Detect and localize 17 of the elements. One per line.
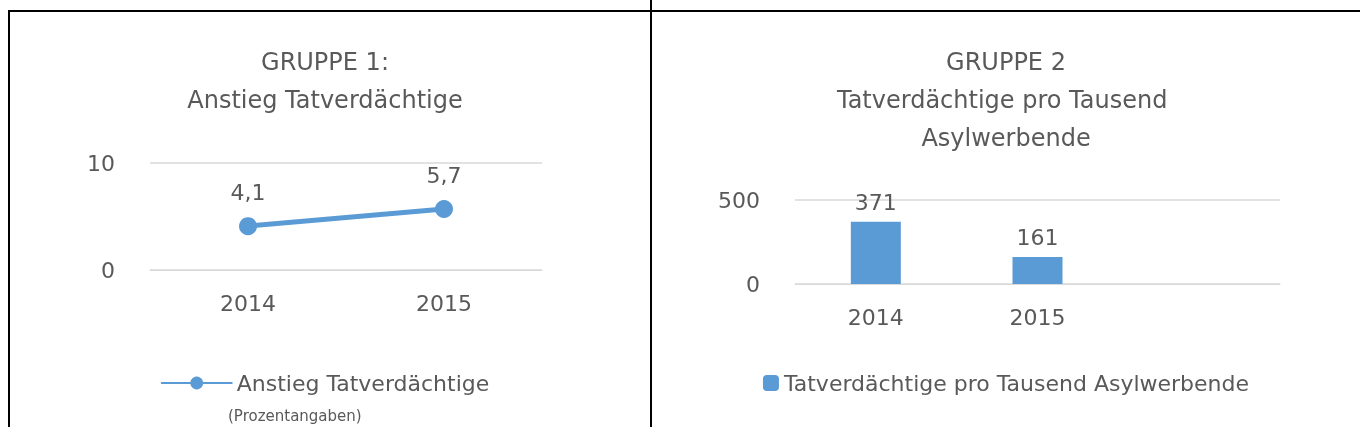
y-tick-label: 500 (718, 187, 760, 213)
data-label: 5,7 (426, 162, 462, 188)
legend-label: Tatverdächtige pro Tausend Asylwerbende (782, 370, 1250, 396)
chart-title: GRUPPE 2 Tatverdächtige pro Tausend Asylwerbende (835, 48, 1176, 152)
y-tick-label: 0 (746, 271, 760, 297)
x-tick-label: 2015 (1009, 304, 1066, 330)
x-tick-label: 2014 (847, 304, 904, 330)
x-tick-label: 2014 (220, 290, 276, 316)
y-tick-label: 10 (87, 150, 115, 176)
x-tick-label: 2015 (416, 290, 472, 316)
legend-label: Anstieg Tatverdächtige (236, 370, 490, 396)
data-label: 161 (1016, 225, 1059, 251)
data-label: 371 (854, 190, 897, 216)
text: (Prozentangaben) (228, 406, 362, 425)
data-label: 4,1 (230, 179, 266, 205)
y-tick-label: 0 (101, 257, 115, 283)
chart-title: GRUPPE 1: Anstieg Tatverdächtige (187, 48, 463, 114)
